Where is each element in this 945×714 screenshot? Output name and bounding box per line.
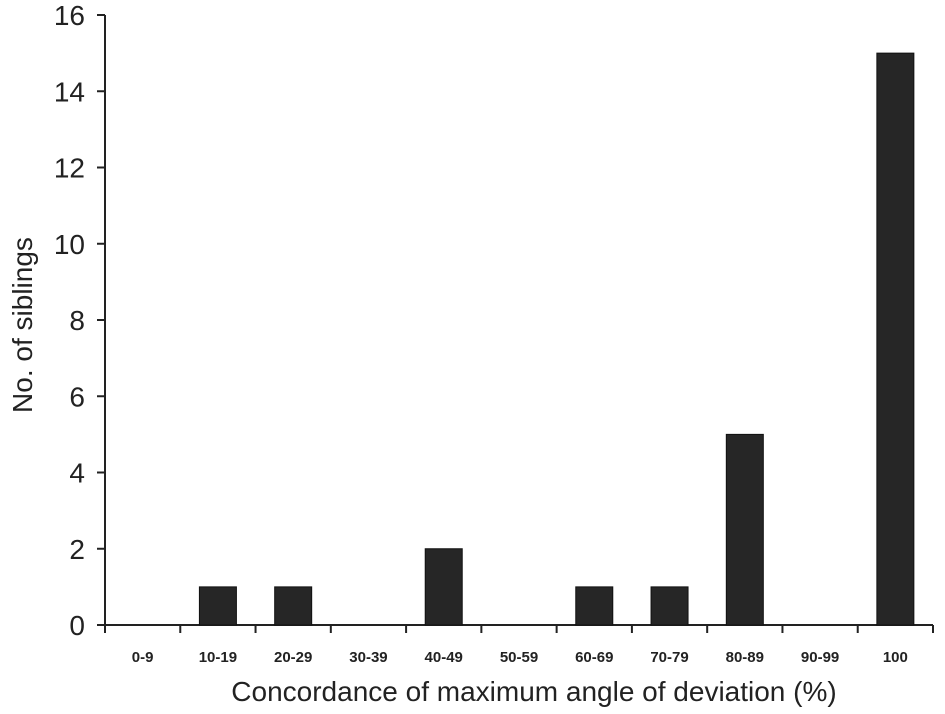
x-tick-label: 80-89 bbox=[726, 649, 764, 666]
bar bbox=[424, 548, 463, 626]
bar bbox=[876, 52, 915, 626]
x-tick-label: 0-9 bbox=[132, 649, 154, 666]
y-tick-label: 4 bbox=[69, 458, 85, 489]
bar bbox=[725, 433, 764, 626]
x-tick-label: 60-69 bbox=[575, 649, 613, 666]
bar bbox=[575, 586, 614, 626]
axes bbox=[104, 15, 933, 626]
bar-series bbox=[198, 52, 915, 626]
x-axis-title: Concordance of maximum angle of deviatio… bbox=[231, 676, 836, 707]
x-tick-label: 70-79 bbox=[650, 649, 688, 666]
y-tick-label: 8 bbox=[69, 305, 85, 336]
x-axis-ticks: 0-9 10-19 20-29 30-39 40-49 50-59 60-69 70-79 80… bbox=[104, 625, 934, 666]
x-tick-label: 90-99 bbox=[801, 649, 839, 666]
bar bbox=[650, 586, 689, 626]
y-tick-label: 0 bbox=[69, 610, 85, 641]
bar bbox=[274, 586, 313, 626]
x-tick-label: 10-19 bbox=[199, 649, 237, 666]
y-tick-label: 10 bbox=[54, 229, 85, 260]
y-tick-label: 12 bbox=[54, 153, 85, 184]
y-axis-ticks: 0 2 4 6 8 10 12 14 16 bbox=[54, 0, 105, 641]
x-tick-label: 50-59 bbox=[500, 649, 538, 666]
bar bbox=[198, 586, 237, 626]
y-axis-title: No. of siblings bbox=[7, 237, 38, 413]
y-tick-label: 2 bbox=[69, 534, 85, 565]
y-tick-label: 14 bbox=[54, 76, 85, 107]
x-tick-label: 20-29 bbox=[274, 649, 312, 666]
y-tick-label: 6 bbox=[69, 381, 85, 412]
y-tick-label: 16 bbox=[54, 0, 85, 31]
x-tick-label: 40-49 bbox=[425, 649, 463, 666]
x-tick-label: 100 bbox=[883, 649, 908, 666]
x-tick-label: 30-39 bbox=[349, 649, 387, 666]
